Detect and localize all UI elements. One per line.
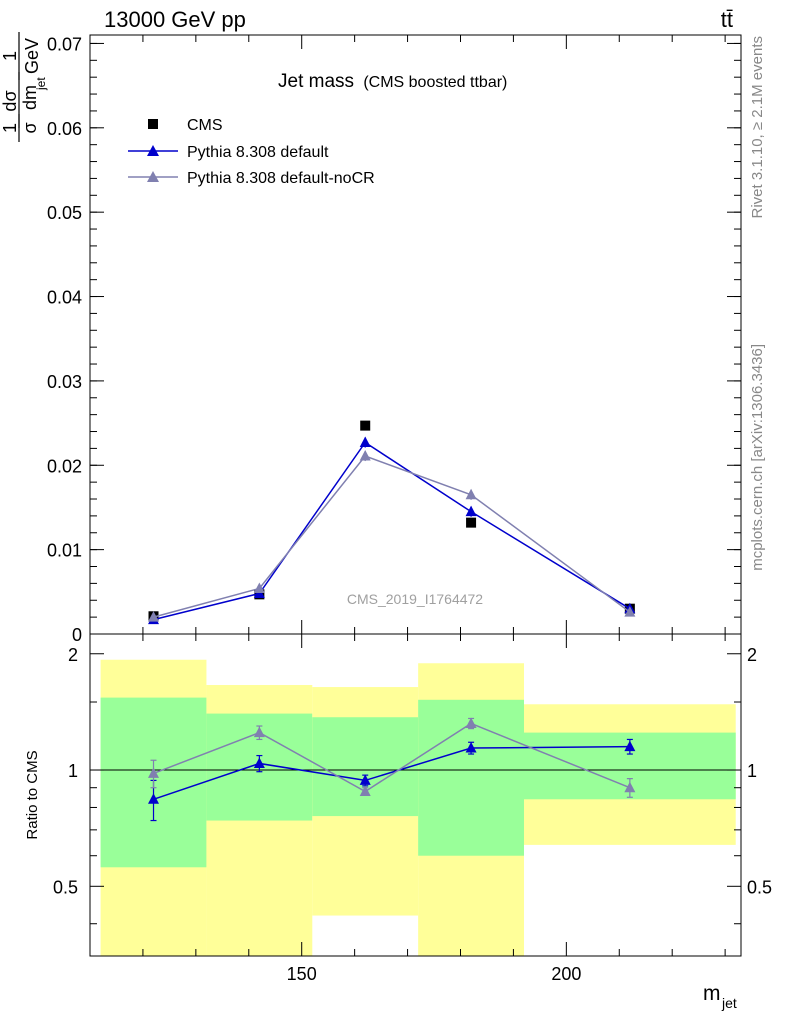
ylabel-sigma: σ: [20, 122, 40, 133]
ratio-series-1-point-4: [624, 781, 636, 793]
ratio-xtick-label-0: 150: [287, 964, 317, 984]
series-2-point-1: [253, 582, 265, 593]
ratio-marks: [148, 717, 636, 822]
side-label-bottom: mcplots.cern.ch [arXiv:1306.3436]: [749, 344, 766, 571]
main-panel: 0 0.01 0.02 0.03 0.04 0.05 0.06 0.07 Jet mass (…: [0, 32, 742, 645]
main-ytick-label-6: 0.06: [47, 119, 82, 139]
ylabel-dsigma: dσ: [0, 90, 20, 111]
main-ytick-label-1: 0.01: [47, 541, 82, 561]
ratio-series-0-point-4: [624, 740, 636, 752]
legend-marker-nocr: [147, 171, 159, 182]
ratio-ytick-label-right-0: 0.5: [747, 877, 772, 897]
ratio-series-1-point-0: [148, 767, 160, 778]
main-ytick-label-5: 0.05: [47, 203, 82, 223]
ratio-xlabel: m: [703, 982, 721, 1005]
header-right-label: tt̄: [721, 7, 733, 32]
ratio-ylabel: Ratio to CMS: [24, 750, 41, 839]
legend-label-default: Pythia 8.308 default: [187, 144, 329, 161]
ylabel-unit: GeV: [22, 38, 42, 74]
ratio-ytick-label-2: 2: [68, 645, 78, 665]
watermark: CMS_2019_I1764472: [347, 591, 483, 607]
ylabel-one: 1: [0, 123, 20, 133]
ratio-frame: [89, 633, 742, 957]
legend-label-cms: CMS: [187, 117, 223, 134]
ratio-ytick-label-right-2: 2: [747, 645, 757, 665]
ylabel-one-2: 1: [0, 51, 20, 61]
series-2-point-3: [465, 488, 477, 500]
ratio-ytick-label-1: 1: [68, 761, 78, 781]
main-ytick-label-4: 0.04: [47, 288, 82, 308]
chart-title-sub: (CMS boosted ttbar): [363, 74, 507, 91]
chart-title: Jet mass (CMS boosted ttbar): [278, 71, 507, 92]
series-2-point-0: [148, 611, 160, 622]
ratio-series-0-point-0: [148, 793, 160, 804]
main-ytick-label-3: 0.03: [47, 372, 82, 392]
legend-label-nocr: Pythia 8.308 default-noCR: [187, 170, 375, 187]
ylabel-dm-main: dm: [20, 85, 40, 110]
series-1-point-2: [359, 436, 371, 447]
legend: CMS Pythia 8.308 default Pythia 8.308 de…: [128, 117, 375, 187]
ratio-ticks: 0.5 0.5 1 1 2 2 150 200: [53, 634, 772, 984]
legend-marker-cms: [148, 119, 158, 129]
series-1-point-3: [465, 505, 477, 517]
main-ytick-label-7: 0.07: [47, 34, 82, 54]
ratio-series-1-point-3: [465, 717, 477, 728]
main-ytick-label-0: 0: [72, 625, 82, 645]
main-marks: [148, 420, 636, 625]
ratio-ytick-label-right-1: 1: [747, 761, 757, 781]
ratio-ytick-label-0: 0.5: [53, 877, 78, 897]
legend-marker-default: [147, 145, 159, 156]
ratio-band-inner-2: [312, 717, 419, 817]
ratio-series-0-point-1: [253, 757, 265, 768]
series-2-point-2: [359, 449, 371, 461]
main-ytick-label-2: 0.02: [47, 456, 82, 476]
ylabel-dm-sub: jet: [34, 77, 48, 91]
series-2-point-4: [624, 606, 636, 617]
ratio-series-0-point-2: [359, 774, 371, 785]
ratio-series-1-point-2: [359, 785, 371, 796]
ratio-panel: 0.5 0.5 1 1 2 2 150 200 Ratio to CMS m jet: [24, 633, 772, 1011]
ratio-series-1-point-1: [253, 726, 265, 738]
ratio-xlabel-sub: jet: [721, 995, 737, 1011]
series-0-point-3: [466, 517, 477, 528]
main-ticks: 0 0.01 0.02 0.03 0.04 0.05 0.06 0.07: [47, 34, 741, 645]
chart-title-main: Jet mass: [278, 71, 354, 92]
side-label-top: Rivet 3.1.10, ≥ 2.1M events: [749, 36, 766, 219]
ylabel-dm: dm: [20, 85, 40, 110]
series-0-point-2: [360, 420, 371, 431]
ratio-series-0-point-3: [465, 742, 477, 753]
ratio-xlabel-main: m: [703, 982, 721, 1005]
ratio-xtick-label-1: 200: [551, 964, 581, 984]
ratio-bands: [100, 659, 736, 956]
main-ylabel: 1 σ dσ dm jet 1 GeV: [0, 32, 48, 142]
header-left-label: 13000 GeV pp: [104, 7, 246, 32]
